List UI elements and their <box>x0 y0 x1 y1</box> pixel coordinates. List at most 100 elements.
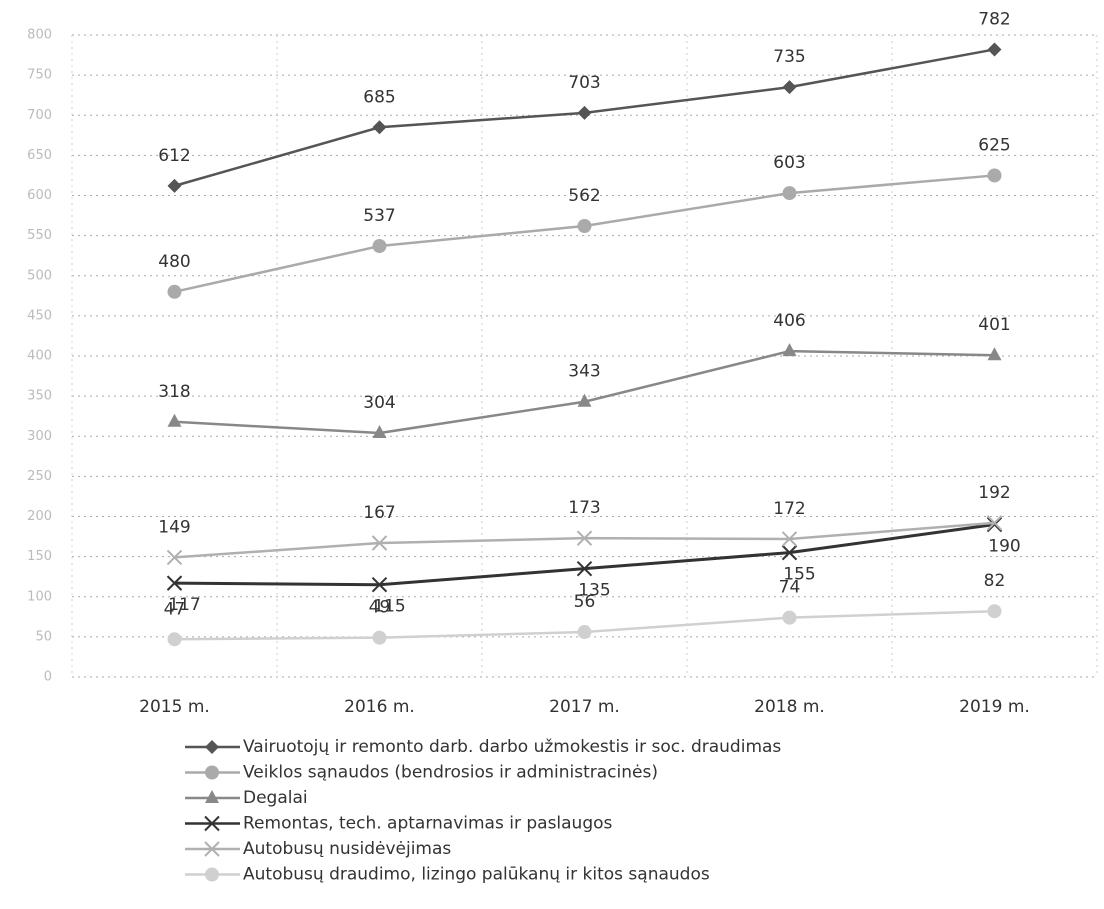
y-tick-label: 700 <box>27 108 52 123</box>
marker <box>167 632 182 647</box>
marker <box>576 530 593 546</box>
data-label: 117 <box>168 595 200 615</box>
data-label: 703 <box>568 73 600 93</box>
data-label: 603 <box>773 153 805 173</box>
data-label: 47 <box>164 599 186 619</box>
data-label: 625 <box>978 135 1010 155</box>
marker <box>371 535 388 551</box>
data-label: 318 <box>158 382 190 402</box>
legend-label: Vairuotojų ir remonto darb. darbo užmoke… <box>243 737 781 757</box>
marker <box>167 284 182 299</box>
data-label: 74 <box>779 578 801 598</box>
x-tick-label: 2017 m. <box>549 697 620 717</box>
x-tick-label: 2019 m. <box>959 697 1030 717</box>
legend-marker <box>205 765 219 780</box>
legend-label: Autobusų draudimo, lizingo palūkanų ir k… <box>243 865 710 885</box>
series: 117 115 135 155 190 <box>166 516 1021 617</box>
x-tick-label: 2018 m. <box>754 697 825 717</box>
legend-label: Autobusų nusidėvėjimas <box>243 839 451 859</box>
marker <box>372 239 387 254</box>
legend-label: Degalai <box>243 788 308 808</box>
marker <box>372 425 387 439</box>
marker <box>577 218 592 233</box>
marker <box>576 560 593 577</box>
x-tick-label: 2016 m. <box>344 697 415 717</box>
marker <box>782 610 797 625</box>
y-tick-label: 250 <box>27 469 52 484</box>
y-tick-label: 50 <box>35 629 52 644</box>
data-label: 49 <box>369 598 391 618</box>
legend-item: Veiklos sąnaudos (bendrosios ir administ… <box>185 763 658 783</box>
data-label: 480 <box>158 252 190 272</box>
data-label: 401 <box>978 315 1010 335</box>
data-label: 172 <box>773 499 805 519</box>
marker <box>577 393 592 407</box>
data-label: 82 <box>984 571 1006 591</box>
legend-marker <box>204 815 220 832</box>
data-label: 190 <box>988 537 1020 557</box>
marker <box>782 80 797 95</box>
data-label: 135 <box>578 581 610 601</box>
marker <box>987 347 1002 361</box>
data-label: 343 <box>568 362 600 382</box>
data-label: 782 <box>978 9 1010 29</box>
marker <box>371 577 388 593</box>
y-tick-label: 350 <box>27 389 52 404</box>
y-tick-label: 150 <box>27 549 52 564</box>
data-label: 735 <box>773 47 805 67</box>
series: 612 685 703 735 782 <box>158 9 1011 193</box>
marker <box>987 604 1002 619</box>
marker <box>781 544 798 561</box>
legend-item: Autobusų draudimo, lizingo palūkanų ir k… <box>185 865 710 885</box>
data-label: 192 <box>978 483 1010 503</box>
y-tick-label: 300 <box>27 429 52 444</box>
y-tick-label: 400 <box>27 349 52 364</box>
series: 480 537 562 603 625 <box>158 135 1011 299</box>
marker <box>372 630 387 645</box>
y-tick-label: 600 <box>27 188 52 203</box>
y-tick-label: 450 <box>27 308 52 323</box>
legend-item: Remontas, tech. aptarnavimas ir paslaugo… <box>185 814 613 834</box>
marker <box>986 516 1003 533</box>
y-tick-label: 650 <box>27 148 52 163</box>
y-tick-label: 500 <box>27 268 52 283</box>
data-label: 167 <box>363 503 395 523</box>
y-tick-label: 550 <box>27 228 52 243</box>
data-label: 56 <box>574 592 596 612</box>
data-label: 612 <box>158 146 190 166</box>
marker <box>986 515 1003 531</box>
legend-marker <box>205 867 219 882</box>
marker <box>372 120 387 135</box>
legend-item: Autobusų nusidėvėjimas <box>185 839 451 859</box>
series: 318 304 343 406 401 <box>158 311 1011 439</box>
legend-marker <box>205 740 219 754</box>
y-tick-label: 800 <box>27 28 52 43</box>
marker <box>987 168 1002 183</box>
y-tick-label: 200 <box>27 509 52 524</box>
data-label: 685 <box>363 87 395 107</box>
marker <box>577 105 592 120</box>
x-tick-label: 2015 m. <box>139 697 210 717</box>
data-label: 115 <box>373 597 405 617</box>
marker <box>781 531 798 547</box>
marker <box>167 178 182 193</box>
data-label: 406 <box>773 311 805 331</box>
legend-label: Veiklos sąnaudos (bendrosios ir administ… <box>243 763 658 783</box>
legend-marker <box>204 841 220 857</box>
data-label: 149 <box>158 517 190 537</box>
series: 47 49 56 74 82 <box>164 571 1006 647</box>
legend-marker <box>205 790 219 803</box>
y-tick-label: 100 <box>27 589 52 604</box>
marker <box>987 42 1002 57</box>
legend-item: Vairuotojų ir remonto darb. darbo užmoke… <box>185 737 781 757</box>
data-label: 173 <box>568 498 600 518</box>
legend-item: Degalai <box>185 788 308 808</box>
y-tick-label: 750 <box>27 68 52 83</box>
marker <box>167 413 182 427</box>
marker <box>166 549 183 566</box>
marker <box>166 575 183 591</box>
marker <box>577 625 592 640</box>
marker <box>782 343 797 357</box>
marker <box>782 186 797 201</box>
